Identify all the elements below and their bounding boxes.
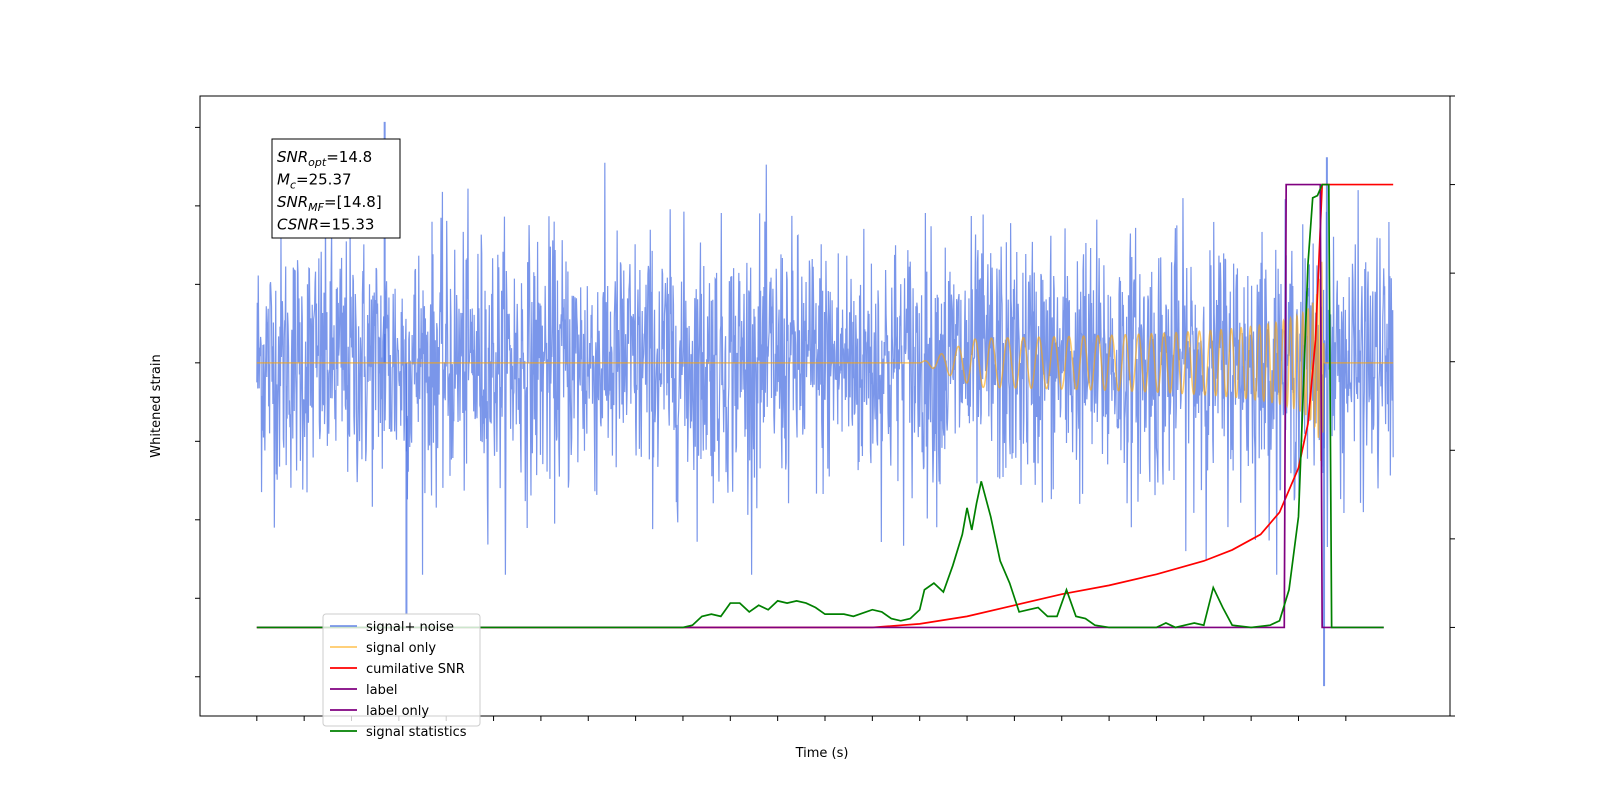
y-axis-label: Whitened strain <box>149 354 164 457</box>
legend-label: signal only <box>366 641 436 656</box>
annotation-subscript: opt <box>308 156 327 169</box>
annotation-value: =[14.8] <box>324 193 382 211</box>
annotation-line: CSNR=15.33 <box>277 216 374 234</box>
plot-marks <box>256 121 1394 687</box>
annotation-symbol: M <box>277 171 290 189</box>
series-line-signal-statistics <box>256 183 1384 629</box>
annotation-subscript: MF <box>308 201 324 214</box>
annotation-symbol: CSNR <box>277 216 319 234</box>
series-line-signal-noise <box>256 162 1394 575</box>
annotation-line: SNRMF=[14.8] <box>277 193 382 214</box>
x-axis-label: Time (s) <box>795 746 849 761</box>
legend-label: signal+ noise <box>366 620 454 635</box>
legend-label: label <box>366 683 397 698</box>
legend-label: signal statistics <box>366 725 467 740</box>
annotation-box <box>271 138 401 239</box>
annotation-value: =15.33 <box>319 216 375 234</box>
legend: signal+ noise signal only cumilative SNR la… <box>322 613 481 740</box>
annotation-subscript: c <box>290 179 296 192</box>
legend-label: cumilative SNR <box>366 662 465 677</box>
annotation-line: SNRopt=14.8 <box>277 148 372 169</box>
series-line-cumilative-snr <box>256 183 1394 629</box>
series-line-signal-only <box>256 261 1394 461</box>
y-axis-ticks <box>195 126 200 678</box>
annotation-line: Mc=25.37 <box>277 171 352 192</box>
parameter-annotation: SNRopt=14.8Mc=25.37SNRMF=[14.8]CSNR=15.3… <box>271 138 401 239</box>
annotation-symbol: SNR <box>277 148 308 166</box>
annotation-value: =14.8 <box>326 148 372 166</box>
legend-label: label only <box>366 704 429 719</box>
y2-axis-ticks <box>1450 95 1455 717</box>
annotation-value: =25.37 <box>296 171 352 189</box>
annotation-symbol: SNR <box>277 193 308 211</box>
legend-box <box>322 613 481 727</box>
